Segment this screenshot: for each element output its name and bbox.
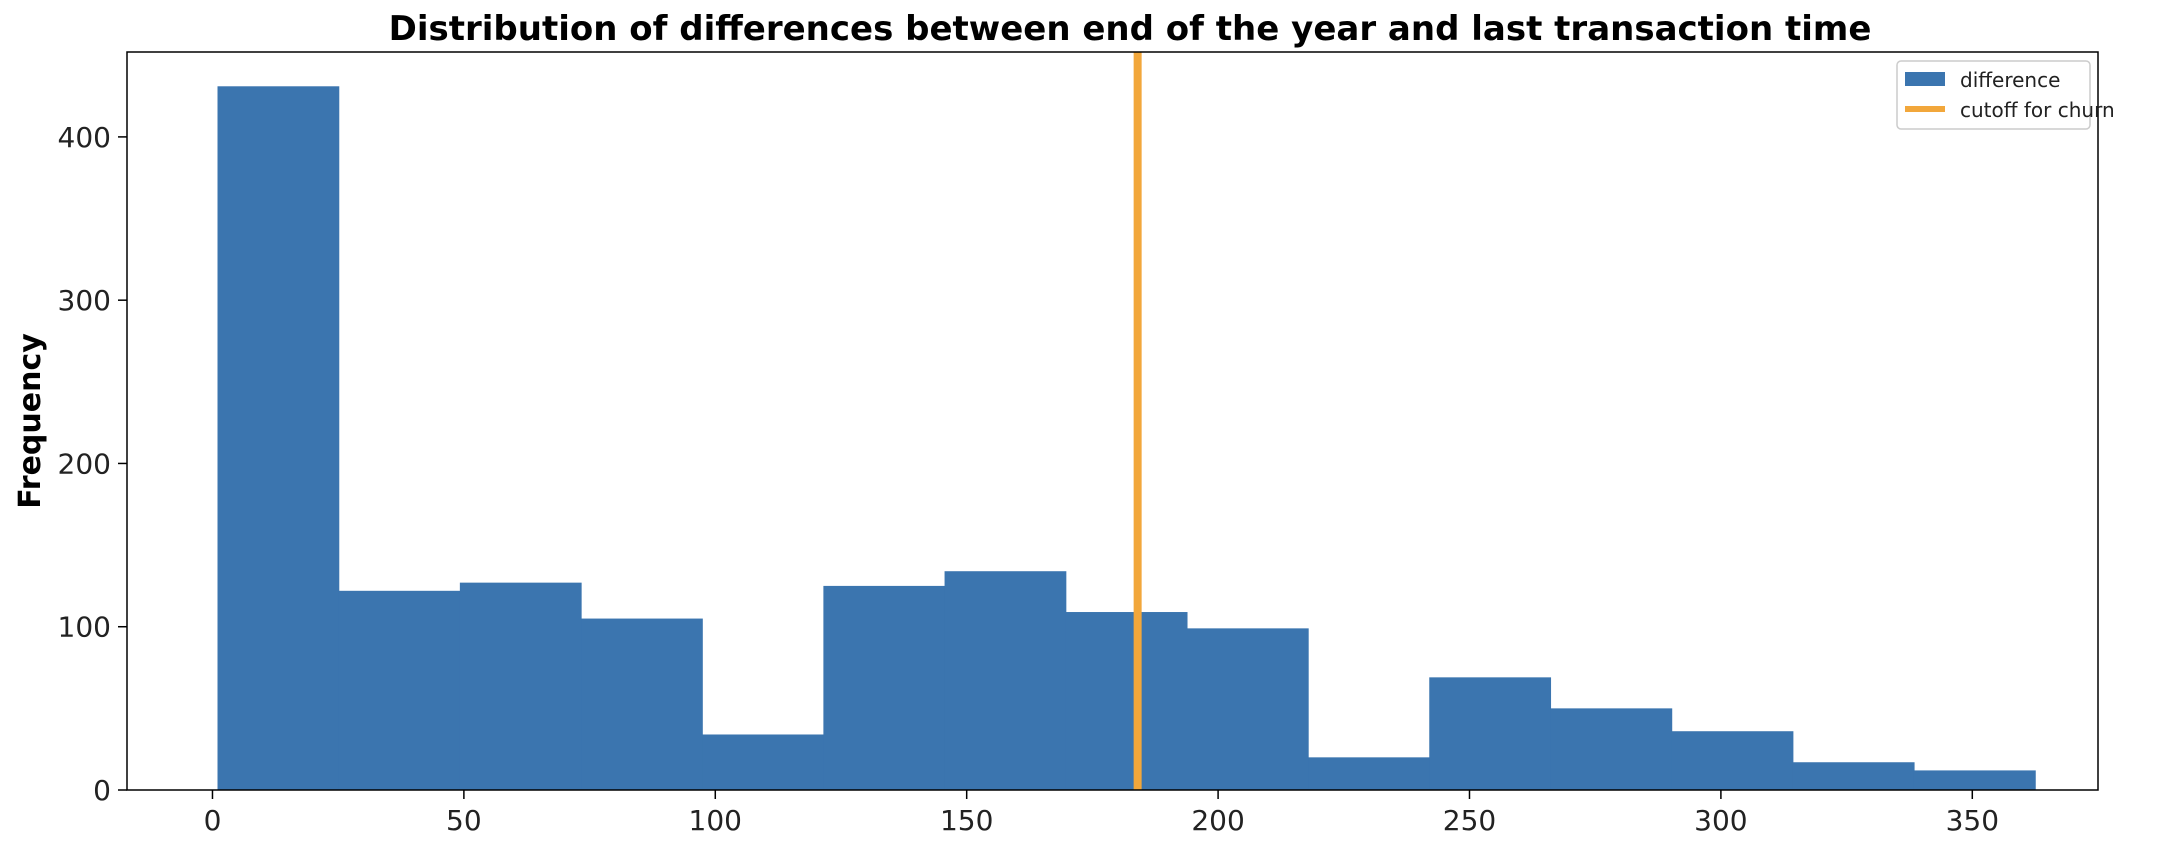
y-tick-label: 100 (58, 611, 111, 644)
x-tick-label: 50 (446, 804, 482, 837)
histogram-bars (217, 86, 2036, 791)
histogram-bar (1913, 770, 2036, 790)
x-tick-label: 100 (689, 804, 742, 837)
histogram-bar (702, 734, 824, 790)
histogram-bar (823, 585, 946, 790)
histogram-bar (1550, 708, 1673, 790)
x-tick-label: 150 (940, 804, 993, 837)
histogram-bar (944, 571, 1067, 790)
histogram-bar (459, 582, 582, 790)
x-tick-label: 300 (1694, 804, 1747, 837)
y-tick-label: 300 (58, 284, 111, 317)
histogram-bar (1792, 762, 1915, 790)
plot-area-frame (126, 51, 2099, 791)
legend-box (1896, 60, 2091, 130)
y-tick-label: 200 (58, 447, 111, 480)
histogram-bar (1429, 677, 1552, 790)
histogram-bar (581, 618, 703, 790)
x-tick-label: 200 (1191, 804, 1244, 837)
x-axis-ticks: 0 50 100 150 200 250 300 350 (204, 790, 1999, 837)
legend-label-cutoff: cutoff for churn (1960, 98, 2115, 122)
chart-title: Distribution of differences between end … (389, 9, 1872, 49)
legend-label-difference: difference (1960, 68, 2060, 92)
histogram-bar (338, 590, 461, 790)
legend: difference cutoff for churn (1896, 60, 2115, 130)
legend-swatch-difference (1905, 72, 1945, 86)
y-axis-label: Frequency (13, 333, 48, 509)
y-tick-label: 0 (93, 774, 111, 807)
histogram-bar (1186, 628, 1309, 790)
x-tick-label: 350 (1946, 804, 1999, 837)
histogram-bar (1671, 731, 1794, 790)
histogram-bar (1308, 757, 1430, 790)
x-tick-label: 250 (1443, 804, 1496, 837)
y-tick-label: 400 (58, 121, 111, 154)
histogram-bar (217, 86, 340, 791)
y-axis-ticks: 0 100 200 300 400 (58, 121, 127, 807)
histogram-bar (1065, 612, 1188, 790)
x-tick-label: 0 (204, 804, 222, 837)
